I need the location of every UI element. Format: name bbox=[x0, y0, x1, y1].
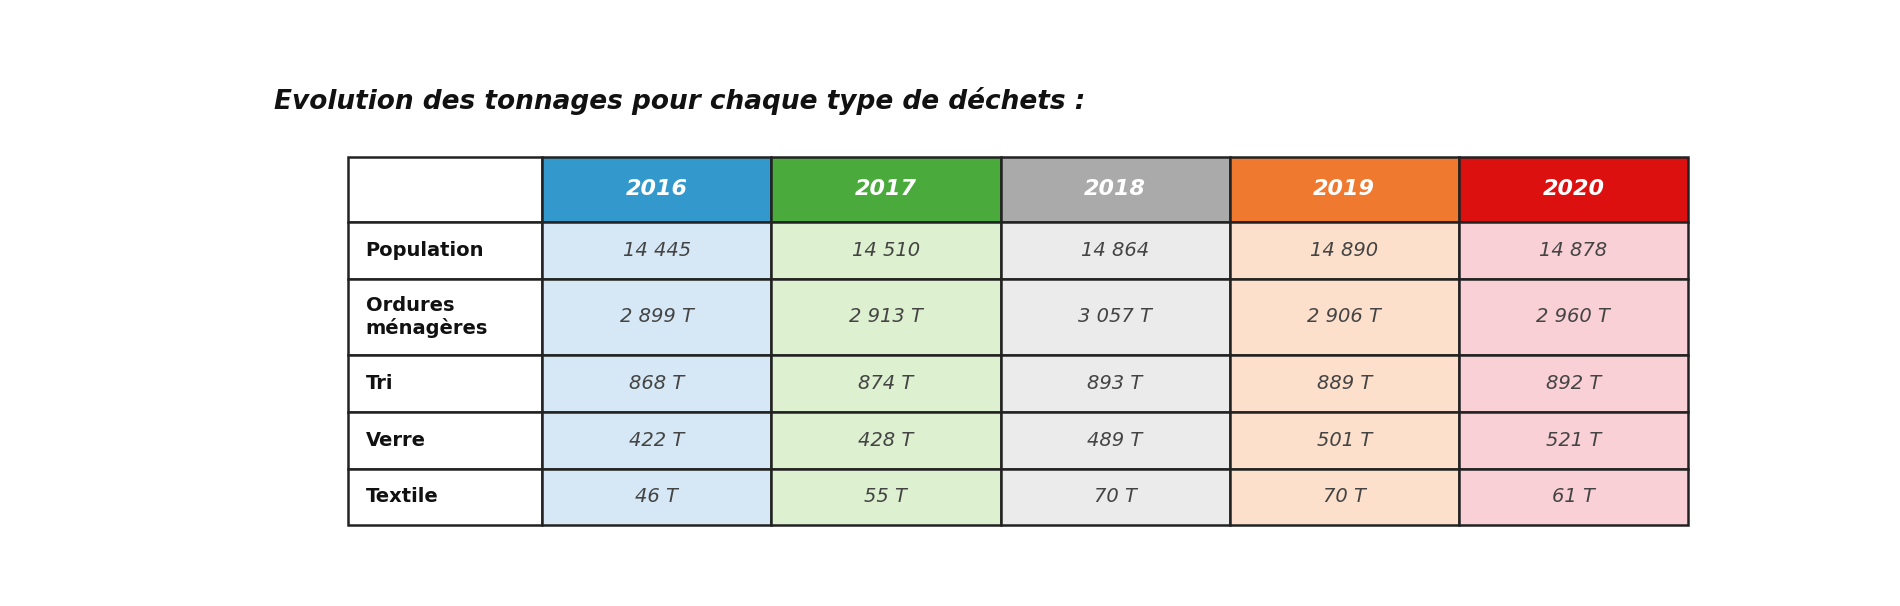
Bar bbox=[348, 412, 542, 468]
Bar bbox=[1001, 222, 1229, 279]
Bar bbox=[1229, 222, 1459, 279]
Text: 61 T: 61 T bbox=[1552, 487, 1594, 507]
Bar bbox=[1229, 468, 1459, 525]
Text: 2 906 T: 2 906 T bbox=[1307, 307, 1381, 327]
Bar bbox=[348, 355, 542, 412]
Text: Verre: Verre bbox=[365, 431, 426, 450]
Text: 2019: 2019 bbox=[1313, 179, 1376, 199]
Text: 874 T: 874 T bbox=[859, 374, 914, 393]
Bar bbox=[542, 468, 771, 525]
Text: 2 960 T: 2 960 T bbox=[1537, 307, 1611, 327]
Bar bbox=[542, 355, 771, 412]
Text: 501 T: 501 T bbox=[1317, 431, 1372, 450]
Bar bbox=[542, 279, 771, 355]
Bar bbox=[1001, 412, 1229, 468]
Text: 70 T: 70 T bbox=[1322, 487, 1366, 507]
Text: 868 T: 868 T bbox=[629, 374, 684, 393]
Text: 422 T: 422 T bbox=[629, 431, 684, 450]
Text: 3 057 T: 3 057 T bbox=[1077, 307, 1151, 327]
Bar bbox=[542, 412, 771, 468]
Bar bbox=[1229, 355, 1459, 412]
Text: 489 T: 489 T bbox=[1087, 431, 1142, 450]
Bar bbox=[542, 157, 771, 222]
Bar bbox=[1001, 157, 1229, 222]
Bar bbox=[1459, 468, 1687, 525]
Bar bbox=[1001, 468, 1229, 525]
Text: 2016: 2016 bbox=[625, 179, 688, 199]
Bar bbox=[348, 222, 542, 279]
Bar bbox=[1459, 157, 1687, 222]
Text: 889 T: 889 T bbox=[1317, 374, 1372, 393]
Text: 428 T: 428 T bbox=[859, 431, 914, 450]
Bar bbox=[771, 157, 1001, 222]
Text: 2 899 T: 2 899 T bbox=[619, 307, 694, 327]
Text: 14 878: 14 878 bbox=[1539, 241, 1607, 260]
Text: 14 510: 14 510 bbox=[851, 241, 920, 260]
Bar bbox=[348, 157, 542, 222]
Text: Textile: Textile bbox=[365, 487, 439, 507]
Text: 892 T: 892 T bbox=[1547, 374, 1602, 393]
Text: Ordures
ménagères: Ordures ménagères bbox=[365, 296, 488, 338]
Bar bbox=[1001, 279, 1229, 355]
Bar bbox=[1459, 222, 1687, 279]
Text: 14 445: 14 445 bbox=[623, 241, 692, 260]
Bar bbox=[1459, 355, 1687, 412]
Bar bbox=[771, 279, 1001, 355]
Bar bbox=[1001, 355, 1229, 412]
Text: 14 864: 14 864 bbox=[1081, 241, 1150, 260]
Bar bbox=[771, 222, 1001, 279]
Bar bbox=[1229, 157, 1459, 222]
Text: 2018: 2018 bbox=[1085, 179, 1146, 199]
Text: 2017: 2017 bbox=[855, 179, 918, 199]
Text: 55 T: 55 T bbox=[864, 487, 908, 507]
Bar bbox=[771, 468, 1001, 525]
Text: 70 T: 70 T bbox=[1094, 487, 1136, 507]
Bar bbox=[1459, 279, 1687, 355]
Text: 14 890: 14 890 bbox=[1311, 241, 1378, 260]
Text: Population: Population bbox=[365, 241, 484, 260]
Bar bbox=[1459, 412, 1687, 468]
Bar bbox=[542, 222, 771, 279]
Bar bbox=[348, 279, 542, 355]
Text: 2 913 T: 2 913 T bbox=[849, 307, 923, 327]
Text: 2020: 2020 bbox=[1543, 179, 1604, 199]
Bar bbox=[771, 355, 1001, 412]
Text: Tri: Tri bbox=[365, 374, 393, 393]
Text: 521 T: 521 T bbox=[1547, 431, 1602, 450]
Bar bbox=[771, 412, 1001, 468]
Text: Evolution des tonnages pour chaque type de déchets :: Evolution des tonnages pour chaque type … bbox=[274, 87, 1085, 115]
Bar bbox=[1229, 412, 1459, 468]
Text: 893 T: 893 T bbox=[1087, 374, 1142, 393]
Bar bbox=[348, 468, 542, 525]
Bar bbox=[1229, 279, 1459, 355]
Text: 46 T: 46 T bbox=[635, 487, 678, 507]
